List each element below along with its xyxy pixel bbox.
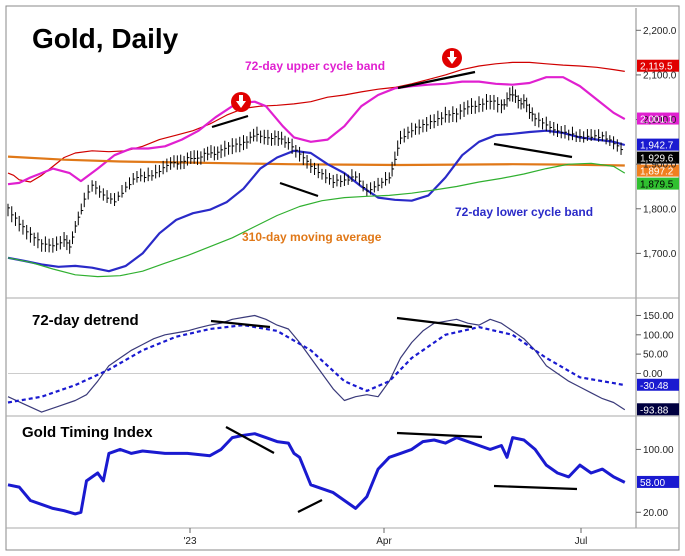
last-value-label: 58.00 <box>640 478 665 489</box>
trendline <box>279 181 319 198</box>
last-value-badge <box>637 112 679 125</box>
y-tick-label: 100.00 <box>643 330 674 341</box>
trendline <box>225 426 275 454</box>
trendline <box>210 319 271 329</box>
down-arrow-shaft <box>239 95 243 102</box>
y-tick-label: 50.00 <box>643 350 668 361</box>
outer-frame <box>5 5 680 551</box>
down-arrow-icon <box>442 48 462 68</box>
x-tick-label: '23 <box>183 536 196 547</box>
last-value-label: -30.48 <box>640 381 669 392</box>
trendline <box>297 499 323 513</box>
last-value-label: 2,001.1 <box>640 115 674 126</box>
last-value-badge <box>637 164 679 177</box>
x-tick-label: Jul <box>575 536 588 547</box>
panel-title-detrend: 72-day detrend <box>32 312 139 329</box>
y-tick-label: 150.00 <box>643 311 674 322</box>
down-arrow-icon <box>231 92 251 112</box>
x-tick-label: Apr <box>376 536 392 547</box>
y-tick-label: 2,100.0 <box>643 70 677 81</box>
band-annotation: 72-day upper cycle band <box>245 59 385 73</box>
last-value-badge <box>637 177 679 190</box>
last-value-label: 1,929.6 <box>640 154 674 165</box>
last-value-badge <box>637 151 679 164</box>
y-tick-label: 20.00 <box>643 508 668 519</box>
down-arrow-head <box>447 57 457 64</box>
down-arrow-head <box>236 101 246 108</box>
series-line-gold-timing-index <box>7 432 626 516</box>
last-value-badge <box>637 403 679 416</box>
series-line-72-day-upper-cycle-band <box>7 76 626 186</box>
series-line-lower-band-outer- <box>7 162 626 278</box>
last-value-label: 2,119.5 <box>640 62 673 73</box>
y-tick-label: 2,200.0 <box>643 26 677 37</box>
series-line-smoothed <box>7 324 625 404</box>
band-annotation: 310-day moving average <box>242 230 382 244</box>
last-value-label: -93.88 <box>640 405 669 416</box>
price-bars-group <box>7 86 624 254</box>
band-annotation: 72-day lower cycle band <box>455 205 593 219</box>
chart-title: Gold, Daily <box>32 23 179 54</box>
y-tick-label: 2,000.0 <box>643 115 677 126</box>
last-value-label: 1,879.5 <box>640 180 674 191</box>
trendline <box>493 142 573 159</box>
series-line-72-day-lower-cycle-band <box>7 129 626 273</box>
trendline <box>211 114 249 129</box>
last-value-badge <box>637 138 679 151</box>
y-tick-label: 1,900.0 <box>643 160 677 171</box>
series-line-detrend <box>7 314 626 413</box>
trendline <box>397 70 476 90</box>
last-value-badge <box>637 475 679 488</box>
y-tick-label: 0.00 <box>643 369 663 380</box>
trendline <box>396 431 483 439</box>
series-line-upper-band-outer- <box>7 61 625 183</box>
series-line-310-day-moving-average <box>7 155 625 167</box>
last-value-badge <box>637 378 679 391</box>
last-value-badge <box>637 59 679 72</box>
down-arrow-shaft <box>450 51 454 58</box>
panel-title-timing: Gold Timing Index <box>22 424 153 441</box>
last-value-label: 1,942.7 <box>640 141 674 152</box>
last-value-label: 1,897.2 <box>640 167 674 178</box>
y-tick-label: 1,700.0 <box>643 249 677 260</box>
y-tick-label: 100.00 <box>643 445 674 456</box>
trendline <box>493 484 578 491</box>
y-tick-label: 1,800.0 <box>643 204 677 215</box>
trendline <box>396 316 473 329</box>
